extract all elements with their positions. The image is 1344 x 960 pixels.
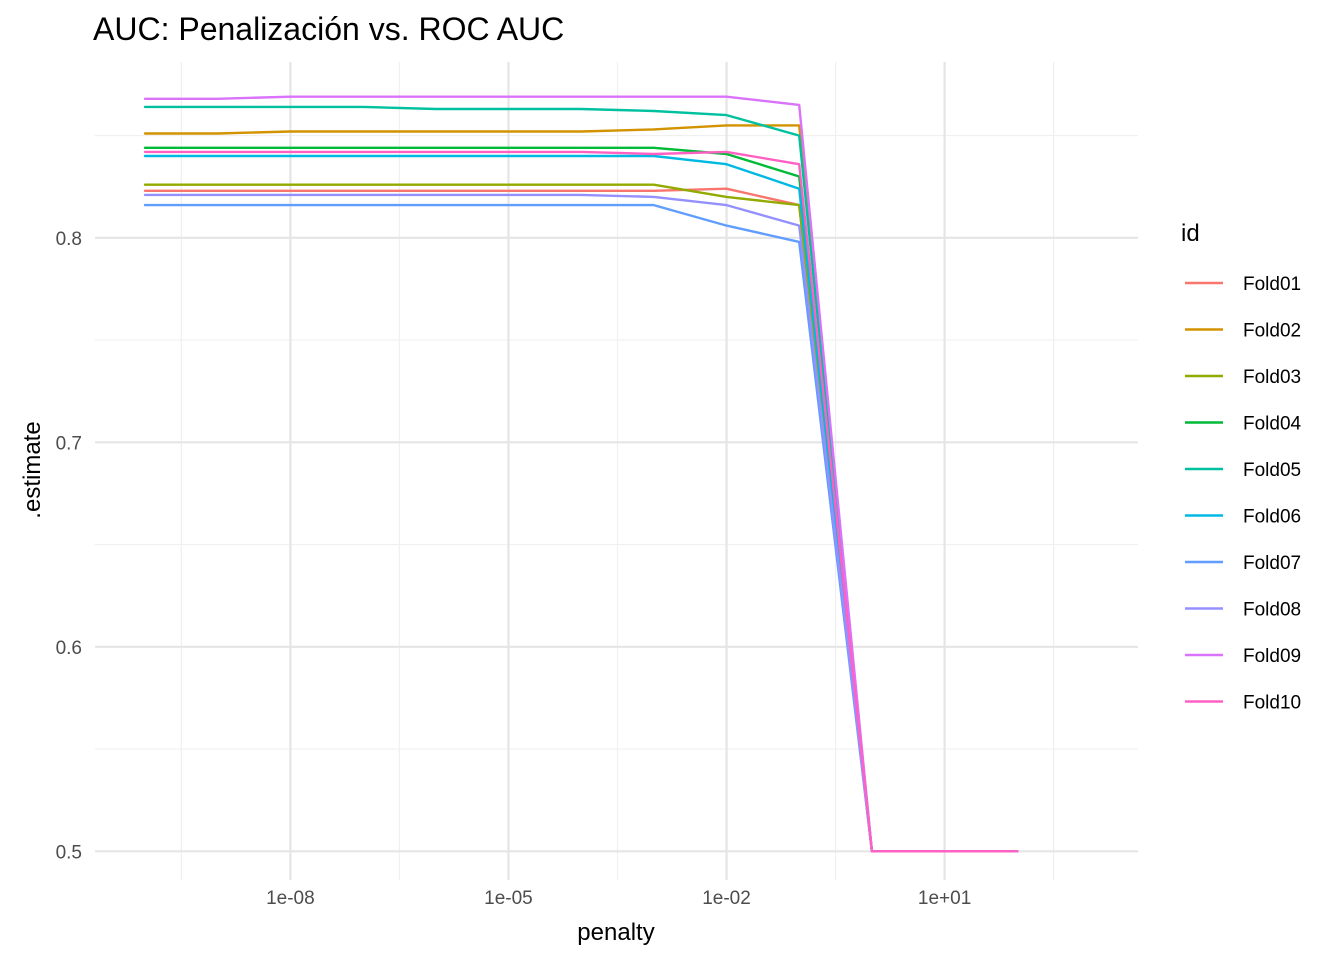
series-line-fold07	[143, 203, 1019, 853]
series-lines	[143, 95, 1019, 853]
series-line-fold10	[143, 150, 1019, 853]
y-axis-title: .estimate	[19, 421, 46, 518]
series-line-fold04	[143, 146, 1019, 853]
legend: id Fold01 Fold02 Fold03 Fold04 Fold05 Fold06 F…	[1181, 220, 1302, 714]
series-line-fold09	[143, 95, 1019, 853]
series-line-fold08	[143, 193, 1019, 853]
series-line-fold05	[143, 105, 1019, 853]
x-tick-label: 1e-05	[484, 888, 533, 909]
legend-label-fold05: Fold05	[1243, 460, 1301, 481]
legend-label-fold07: Fold07	[1243, 553, 1301, 574]
legend-label-fold06: Fold06	[1243, 507, 1301, 528]
series-line-fold01	[143, 187, 1019, 853]
x-tick-label: 1e-08	[266, 888, 315, 909]
y-tick-label: 0.7	[56, 433, 82, 454]
series-line-fold03	[143, 183, 1019, 853]
chart-title: AUC: Penalización vs. ROC AUC	[93, 11, 564, 47]
x-axis-ticks: 1e-08 1e-05 1e-02 1e+01	[266, 888, 971, 909]
legend-label-fold01: Fold01	[1243, 274, 1301, 295]
x-tick-label: 1e-02	[702, 888, 751, 909]
legend-title: id	[1181, 220, 1200, 247]
y-axis-ticks: 0.5 0.6 0.7 0.8	[56, 229, 82, 864]
legend-label-fold03: Fold03	[1243, 367, 1301, 388]
series-line-fold06	[143, 154, 1019, 853]
legend-label-fold04: Fold04	[1243, 414, 1302, 435]
series-line-fold02	[143, 124, 1019, 853]
x-axis-title: penalty	[577, 919, 654, 946]
y-tick-label: 0.6	[56, 638, 82, 659]
y-tick-label: 0.5	[56, 842, 82, 863]
legend-label-fold08: Fold08	[1243, 600, 1301, 621]
legend-label-fold10: Fold10	[1243, 693, 1301, 714]
x-tick-label: 1e+01	[918, 888, 971, 909]
legend-label-fold02: Fold02	[1243, 321, 1301, 342]
y-tick-label: 0.8	[56, 229, 82, 250]
legend-label-fold09: Fold09	[1243, 646, 1301, 667]
